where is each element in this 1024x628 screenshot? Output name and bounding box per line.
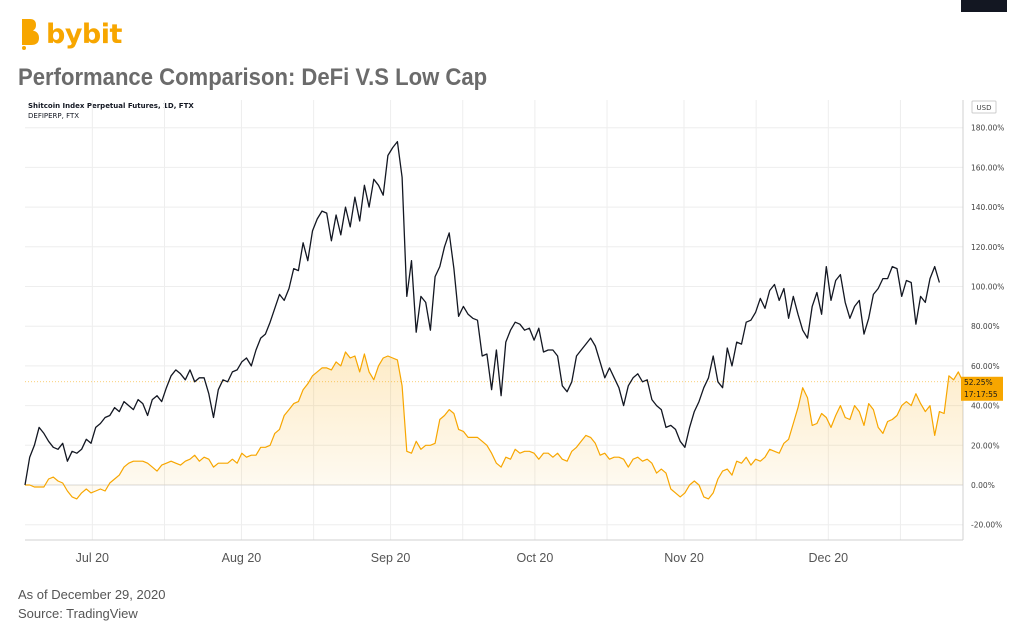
bybit-logo: bybit — [18, 18, 122, 50]
y-tick-label: 0.00% — [971, 481, 995, 490]
y-tick-label: 60.00% — [971, 362, 1000, 371]
currency-box — [971, 100, 997, 114]
x-tick-label: Oct 20 — [516, 551, 553, 565]
y-tick-label: 20.00% — [971, 441, 1000, 450]
y-tick-label: 120.00% — [971, 243, 1004, 252]
x-tick-label: Dec 20 — [809, 551, 849, 565]
series-line-shitcoin — [24, 140, 941, 486]
defi-last-value: 52.25% — [964, 378, 993, 387]
bybit-logo-icon — [22, 19, 39, 50]
legend-series-defi: DEFIPERP, FTX — [28, 112, 80, 120]
y-tick-label: 140.00% — [971, 203, 1004, 212]
legend-series-shitcoin: Shitcoin Index Perpetual Futures, 1D, FT… — [28, 102, 194, 110]
currency-label: USD — [977, 104, 992, 112]
defi-last-value-box — [961, 376, 1003, 401]
bybit-logo-text: bybit — [46, 18, 122, 50]
footer-date: As of December 29, 2020 — [18, 587, 166, 602]
page-title: Performance Comparison: DeFi V.S Low Cap — [18, 64, 488, 91]
y-tick-label: 180.00% — [971, 124, 1004, 133]
footer: As of December 29, 2020 Source: TradingV… — [18, 585, 165, 623]
x-tick-label: Sep 20 — [371, 551, 411, 565]
y-tick-label: 160.00% — [971, 163, 1004, 172]
shitcoin-last-value-box — [961, 0, 1007, 12]
y-tick-label: -20.00% — [971, 521, 1002, 530]
y-tick-label: 80.00% — [971, 322, 1000, 331]
x-tick-label: Nov 20 — [664, 551, 704, 565]
series-line-defi — [25, 351, 964, 500]
footer-source: Source: TradingView — [18, 606, 138, 621]
y-tick-label: 40.00% — [971, 402, 1000, 411]
x-tick-label: Aug 20 — [222, 551, 262, 565]
x-tick-label: Jul 20 — [76, 551, 109, 565]
y-tick-label: 100.00% — [971, 283, 1004, 292]
chart-legend: Shitcoin Index Perpetual Futures, 1D, FT… — [28, 101, 194, 121]
defi-area-fill — [25, 352, 963, 499]
shitcoin-last-value: 101.93% — [964, 0, 1001, 2]
defi-time-label: 17:17:55 — [964, 390, 998, 399]
